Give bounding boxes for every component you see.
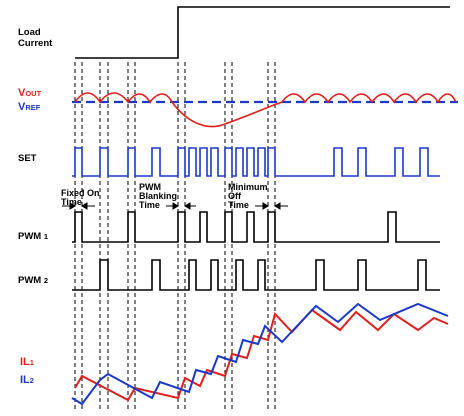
vref-label: VREF xyxy=(18,101,40,114)
pwm-blanking-time-annotation: PWM Blanking Time xyxy=(139,183,177,210)
vout-label-main: V xyxy=(18,87,26,99)
pwm-blanking-time-line2: Blanking xyxy=(139,191,178,201)
load-current-trace xyxy=(75,6,450,59)
vout-label-sub: OUT xyxy=(25,89,42,98)
load-current-label-line2: Current xyxy=(18,38,53,49)
il2-label: IL2 xyxy=(20,374,34,387)
fixed-on-time-annotation: Fixed On Time xyxy=(61,189,100,207)
pwm1-label-sub: 1 xyxy=(43,232,49,241)
pwm2-trace xyxy=(72,259,440,291)
il1-label-main: IL xyxy=(20,356,30,368)
il1-trace xyxy=(74,308,449,402)
set-trace xyxy=(72,147,440,177)
pwm2-label: PWM 2 xyxy=(18,275,48,286)
pwm1-label-main: PWM xyxy=(18,231,42,242)
load-current-label-line1: Load xyxy=(18,27,41,38)
vref-label-sub: REF xyxy=(25,103,41,112)
vref-label-main: V xyxy=(18,101,26,113)
il2-label-sub: 2 xyxy=(29,376,34,385)
vout-label: VOUT xyxy=(18,87,41,100)
annotation-arrows xyxy=(62,202,288,210)
minimum-off-time-annotation: Minimum Off Time xyxy=(228,183,268,210)
set-label: SET xyxy=(18,153,37,164)
timing-markers xyxy=(74,62,276,410)
minimum-off-time-line3: Time xyxy=(228,200,249,210)
pwm-blanking-time-line3: Time xyxy=(139,200,160,210)
il1-label: IL1 xyxy=(20,356,34,369)
pwm2-label-main: PWM xyxy=(18,275,42,286)
vout-trace xyxy=(74,92,457,128)
pwm1-label: PWM 1 xyxy=(18,231,48,242)
minimum-off-time-line1: Minimum xyxy=(228,182,268,192)
load-current-label: Load Current xyxy=(18,27,52,49)
minimum-off-time-line2: Off xyxy=(228,191,241,201)
pwm1-trace xyxy=(72,211,440,243)
fixed-on-time-line1: Fixed On xyxy=(61,188,100,198)
il1-label-sub: 1 xyxy=(29,358,34,367)
fixed-on-time-line2: Time xyxy=(61,197,82,207)
il2-trace xyxy=(71,302,449,406)
pwm-blanking-time-line1: PWM xyxy=(139,182,161,192)
pwm2-label-sub: 2 xyxy=(43,276,49,285)
il2-label-main: IL xyxy=(20,374,30,386)
